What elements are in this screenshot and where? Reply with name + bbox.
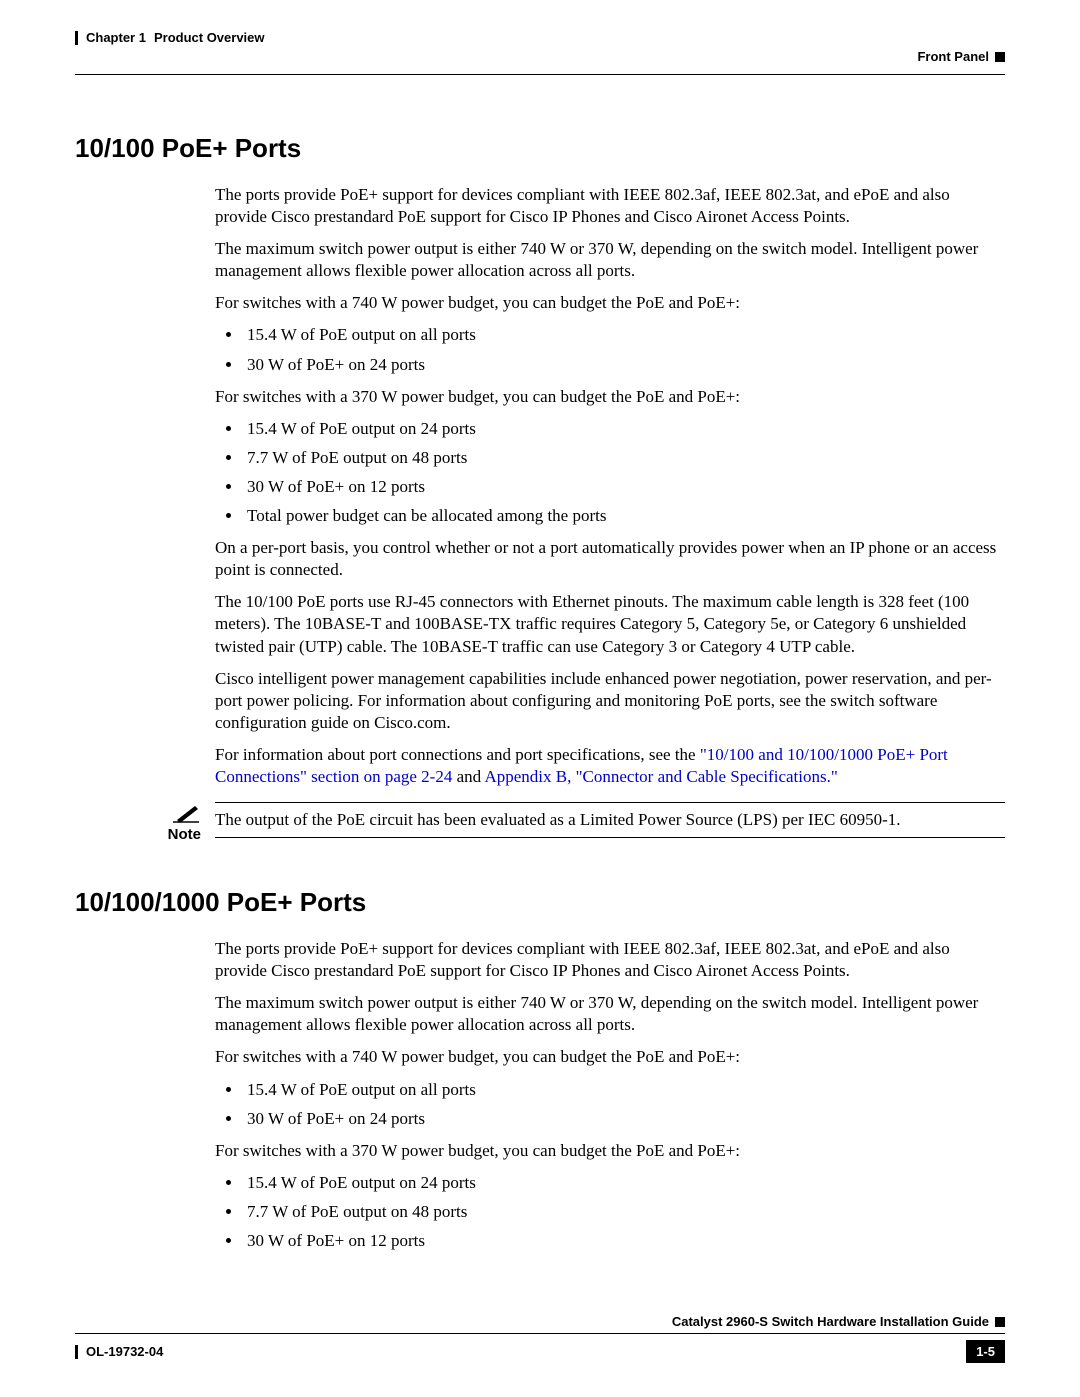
body-paragraph: For switches with a 740 W power budget, …: [215, 292, 1005, 314]
list-item: 7.7 W of PoE output on 48 ports: [243, 1201, 1005, 1223]
xref-midtext: and: [452, 767, 484, 786]
body-paragraph: The 10/100 PoE ports use RJ-45 connector…: [215, 591, 1005, 657]
document-page: Chapter 1 Product Overview Front Panel 1…: [0, 0, 1080, 1397]
xref-pretext: For information about port connections a…: [215, 745, 700, 764]
pencil-note-icon: [171, 802, 201, 824]
bullet-list: 15.4 W of PoE output on all ports 30 W o…: [215, 324, 1005, 375]
body-paragraph: The maximum switch power output is eithe…: [215, 238, 1005, 282]
bullet-list: 15.4 W of PoE output on all ports 30 W o…: [215, 1079, 1005, 1130]
doc-number: OL-19732-04: [86, 1344, 163, 1359]
section-body-10-100-1000: The ports provide PoE+ support for devic…: [215, 938, 1005, 1252]
note-icon-column: Note: [75, 802, 215, 843]
page-number: 1-5: [966, 1340, 1005, 1363]
cross-reference-link[interactable]: Appendix B, "Connector and Cable Specifi…: [484, 767, 837, 786]
body-paragraph: The ports provide PoE+ support for devic…: [215, 938, 1005, 982]
body-paragraph: Cisco intelligent power management capab…: [215, 668, 1005, 734]
list-item: 30 W of PoE+ on 24 ports: [243, 1108, 1005, 1130]
note-text: The output of the PoE circuit has been e…: [215, 802, 1005, 838]
body-paragraph: On a per-port basis, you control whether…: [215, 537, 1005, 581]
list-item: 30 W of PoE+ on 24 ports: [243, 354, 1005, 376]
running-header-left: Chapter 1 Product Overview: [75, 30, 1005, 45]
list-item: 30 W of PoE+ on 12 ports: [243, 1230, 1005, 1252]
footer-square-icon: [995, 1317, 1005, 1327]
bullet-list: 15.4 W of PoE output on 24 ports 7.7 W o…: [215, 418, 1005, 527]
section-body-10-100: The ports provide PoE+ support for devic…: [215, 184, 1005, 788]
body-paragraph: For switches with a 370 W power budget, …: [215, 1140, 1005, 1162]
list-item: 30 W of PoE+ on 12 ports: [243, 476, 1005, 498]
footer-guide-title-row: Catalyst 2960-S Switch Hardware Installa…: [75, 1314, 1005, 1329]
body-paragraph: For switches with a 740 W power budget, …: [215, 1046, 1005, 1068]
note-block: Note The output of the PoE circuit has b…: [75, 802, 1005, 843]
footer-row: OL-19732-04 1-5: [75, 1340, 1005, 1363]
section-heading-10-100-1000: 10/100/1000 PoE+ Ports: [75, 887, 1005, 918]
page-footer: Catalyst 2960-S Switch Hardware Installa…: [75, 1314, 1005, 1363]
running-header-right: Front Panel: [75, 49, 1005, 64]
body-paragraph: For switches with a 370 W power budget, …: [215, 386, 1005, 408]
header-square-icon: [995, 52, 1005, 62]
list-item: 15.4 W of PoE output on 24 ports: [243, 418, 1005, 440]
list-item: 7.7 W of PoE output on 48 ports: [243, 447, 1005, 469]
footer-rule: [75, 1333, 1005, 1334]
body-paragraph-xref: For information about port connections a…: [215, 744, 1005, 788]
bullet-list: 15.4 W of PoE output on 24 ports 7.7 W o…: [215, 1172, 1005, 1252]
note-label: Note: [168, 826, 201, 843]
header-rule: [75, 74, 1005, 75]
body-paragraph: The maximum switch power output is eithe…: [215, 992, 1005, 1036]
chapter-label: Chapter 1: [86, 30, 146, 45]
list-item: 15.4 W of PoE output on all ports: [243, 1079, 1005, 1101]
section-name: Front Panel: [917, 49, 989, 64]
list-item: Total power budget can be allocated amon…: [243, 505, 1005, 527]
list-item: 15.4 W of PoE output on 24 ports: [243, 1172, 1005, 1194]
header-bar-icon: [75, 31, 78, 45]
guide-title: Catalyst 2960-S Switch Hardware Installa…: [672, 1314, 989, 1329]
body-paragraph: The ports provide PoE+ support for devic…: [215, 184, 1005, 228]
footer-bar-icon: [75, 1345, 78, 1359]
footer-left: OL-19732-04: [75, 1344, 163, 1359]
section-heading-10-100: 10/100 PoE+ Ports: [75, 133, 1005, 164]
chapter-title: Product Overview: [154, 30, 265, 45]
list-item: 15.4 W of PoE output on all ports: [243, 324, 1005, 346]
